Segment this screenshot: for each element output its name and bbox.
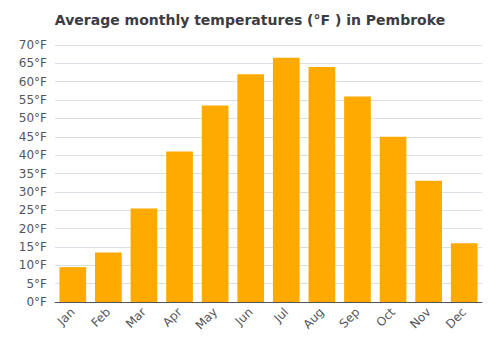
svg-text:Jul: Jul — [270, 305, 291, 326]
svg-text:Mar: Mar — [123, 305, 149, 331]
svg-text:Oct: Oct — [373, 305, 398, 330]
svg-text:10°F: 10°F — [19, 258, 47, 272]
svg-text:Sep: Sep — [337, 305, 363, 331]
svg-text:Feb: Feb — [88, 305, 113, 330]
svg-text:Apr: Apr — [160, 305, 185, 330]
svg-text:0°F: 0°F — [26, 295, 47, 309]
svg-text:20°F: 20°F — [19, 222, 47, 236]
svg-text:40°F: 40°F — [19, 148, 47, 162]
svg-text:30°F: 30°F — [19, 185, 47, 199]
svg-text:15°F: 15°F — [19, 240, 47, 254]
svg-text:5°F: 5°F — [26, 277, 47, 291]
svg-text:Average monthly temperatures (: Average monthly temperatures (°F ) in Pe… — [55, 12, 445, 28]
svg-text:Nov: Nov — [407, 305, 433, 331]
svg-text:Aug: Aug — [300, 305, 326, 331]
svg-text:50°F: 50°F — [19, 111, 47, 125]
svg-text:45°F: 45°F — [19, 130, 47, 144]
svg-text:25°F: 25°F — [19, 203, 47, 217]
svg-text:55°F: 55°F — [19, 93, 47, 107]
svg-text:70°F: 70°F — [19, 38, 47, 52]
svg-text:35°F: 35°F — [19, 167, 47, 181]
svg-text:May: May — [193, 305, 220, 332]
svg-text:Dec: Dec — [443, 305, 469, 331]
svg-text:60°F: 60°F — [19, 75, 47, 89]
svg-text:Jan: Jan — [54, 305, 78, 329]
svg-text:65°F: 65°F — [19, 56, 47, 70]
svg-text:Jun: Jun — [232, 305, 256, 329]
